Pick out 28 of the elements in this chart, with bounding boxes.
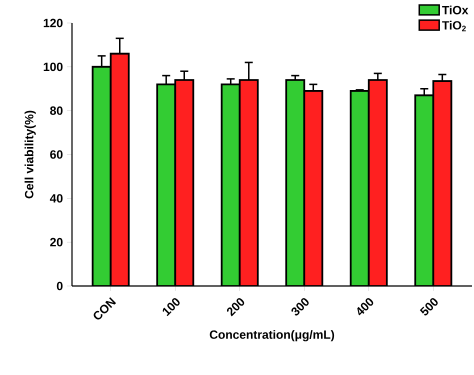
x-axis-title: Concentration(μg/mL) xyxy=(210,330,334,342)
bar xyxy=(238,79,259,286)
bar xyxy=(414,94,434,286)
y-tick-label: 20 xyxy=(50,238,63,246)
bar xyxy=(368,79,388,286)
bar xyxy=(285,79,306,286)
y-tick-label: 0 xyxy=(56,282,63,290)
bar xyxy=(110,52,130,286)
bar xyxy=(303,90,324,286)
y-tick-label: 40 xyxy=(50,194,63,203)
y-axis-title: Cell viability(%) xyxy=(24,110,36,198)
bar xyxy=(220,83,241,286)
legend-label: TiOx xyxy=(442,6,468,14)
y-tick-label: 80 xyxy=(50,106,63,115)
legend-label: TiO$_{2}$ xyxy=(442,20,466,32)
bar xyxy=(92,66,112,286)
y-tick-label: 120 xyxy=(44,18,63,28)
bar xyxy=(156,83,176,286)
x-tick-label: 300 xyxy=(291,298,309,316)
x-tick-label: 100 xyxy=(162,298,180,316)
bar xyxy=(174,79,194,286)
x-tick-label: 200 xyxy=(226,298,244,316)
x-tick-label: 400 xyxy=(357,298,374,316)
bar xyxy=(350,90,370,286)
bar xyxy=(432,80,452,286)
y-tick-label: 60 xyxy=(50,150,63,159)
y-tick-label: 100 xyxy=(44,62,63,72)
x-tick-label: 500 xyxy=(420,298,438,316)
